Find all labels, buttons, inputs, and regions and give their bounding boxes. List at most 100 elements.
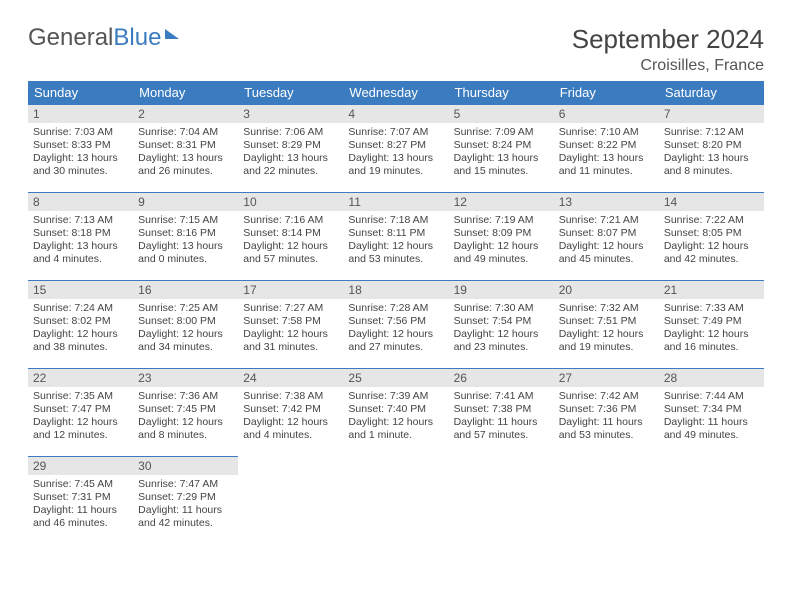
- sunrise-text: Sunrise: 7:21 AM: [559, 214, 654, 227]
- day-content: Sunrise: 7:39 AMSunset: 7:40 PMDaylight:…: [343, 387, 448, 447]
- sunset-text: Sunset: 8:20 PM: [664, 139, 759, 152]
- day-number: 10: [238, 193, 343, 211]
- day-number: 22: [28, 369, 133, 387]
- weekday-header: Friday: [554, 81, 659, 105]
- sunset-text: Sunset: 8:29 PM: [243, 139, 338, 152]
- daylight-text: Daylight: 12 hours and 42 minutes.: [664, 240, 759, 266]
- sunrise-text: Sunrise: 7:13 AM: [33, 214, 128, 227]
- sunrise-text: Sunrise: 7:30 AM: [454, 302, 549, 315]
- calendar-cell: 3Sunrise: 7:06 AMSunset: 8:29 PMDaylight…: [238, 105, 343, 193]
- daylight-text: Daylight: 13 hours and 0 minutes.: [138, 240, 233, 266]
- day-content: Sunrise: 7:44 AMSunset: 7:34 PMDaylight:…: [659, 387, 764, 447]
- sunrise-text: Sunrise: 7:25 AM: [138, 302, 233, 315]
- brand-part1: General: [28, 24, 113, 52]
- day-content: Sunrise: 7:15 AMSunset: 8:16 PMDaylight:…: [133, 211, 238, 271]
- calendar-week-row: 15Sunrise: 7:24 AMSunset: 8:02 PMDayligh…: [28, 281, 764, 369]
- sunset-text: Sunset: 7:56 PM: [348, 315, 443, 328]
- day-content: Sunrise: 7:10 AMSunset: 8:22 PMDaylight:…: [554, 123, 659, 183]
- sunset-text: Sunset: 7:36 PM: [559, 403, 654, 416]
- calendar-cell: 23Sunrise: 7:36 AMSunset: 7:45 PMDayligh…: [133, 369, 238, 457]
- day-content: Sunrise: 7:03 AMSunset: 8:33 PMDaylight:…: [28, 123, 133, 183]
- calendar-cell: 24Sunrise: 7:38 AMSunset: 7:42 PMDayligh…: [238, 369, 343, 457]
- sunrise-text: Sunrise: 7:12 AM: [664, 126, 759, 139]
- calendar-cell: 13Sunrise: 7:21 AMSunset: 8:07 PMDayligh…: [554, 193, 659, 281]
- calendar-week-row: 22Sunrise: 7:35 AMSunset: 7:47 PMDayligh…: [28, 369, 764, 457]
- sunset-text: Sunset: 8:05 PM: [664, 227, 759, 240]
- sunrise-text: Sunrise: 7:03 AM: [33, 126, 128, 139]
- day-number: 4: [343, 105, 448, 123]
- calendar-cell: 21Sunrise: 7:33 AMSunset: 7:49 PMDayligh…: [659, 281, 764, 369]
- month-title: September 2024: [572, 24, 764, 55]
- calendar-cell: 5Sunrise: 7:09 AMSunset: 8:24 PMDaylight…: [449, 105, 554, 193]
- location-label: Croisilles, France: [572, 57, 764, 75]
- sunrise-text: Sunrise: 7:18 AM: [348, 214, 443, 227]
- day-content: Sunrise: 7:25 AMSunset: 8:00 PMDaylight:…: [133, 299, 238, 359]
- sunset-text: Sunset: 8:18 PM: [33, 227, 128, 240]
- title-block: September 2024 Croisilles, France: [572, 24, 764, 75]
- weekday-header: Saturday: [659, 81, 764, 105]
- calendar-cell: 14Sunrise: 7:22 AMSunset: 8:05 PMDayligh…: [659, 193, 764, 281]
- calendar-cell: 29Sunrise: 7:45 AMSunset: 7:31 PMDayligh…: [28, 457, 133, 545]
- day-content: Sunrise: 7:28 AMSunset: 7:56 PMDaylight:…: [343, 299, 448, 359]
- day-content: Sunrise: 7:45 AMSunset: 7:31 PMDaylight:…: [28, 475, 133, 535]
- sunrise-text: Sunrise: 7:07 AM: [348, 126, 443, 139]
- daylight-text: Daylight: 11 hours and 42 minutes.: [138, 504, 233, 530]
- sunset-text: Sunset: 8:27 PM: [348, 139, 443, 152]
- day-content: Sunrise: 7:12 AMSunset: 8:20 PMDaylight:…: [659, 123, 764, 183]
- sunset-text: Sunset: 7:51 PM: [559, 315, 654, 328]
- daylight-text: Daylight: 11 hours and 57 minutes.: [454, 416, 549, 442]
- calendar-cell: 26Sunrise: 7:41 AMSunset: 7:38 PMDayligh…: [449, 369, 554, 457]
- daylight-text: Daylight: 11 hours and 46 minutes.: [33, 504, 128, 530]
- day-number: 21: [659, 281, 764, 299]
- day-number: 18: [343, 281, 448, 299]
- day-content: Sunrise: 7:32 AMSunset: 7:51 PMDaylight:…: [554, 299, 659, 359]
- day-number: 1: [28, 105, 133, 123]
- daylight-text: Daylight: 12 hours and 53 minutes.: [348, 240, 443, 266]
- calendar-cell: 7Sunrise: 7:12 AMSunset: 8:20 PMDaylight…: [659, 105, 764, 193]
- sunset-text: Sunset: 8:33 PM: [33, 139, 128, 152]
- day-number: 13: [554, 193, 659, 211]
- sunrise-text: Sunrise: 7:27 AM: [243, 302, 338, 315]
- sunset-text: Sunset: 8:22 PM: [559, 139, 654, 152]
- weekday-header: Thursday: [449, 81, 554, 105]
- calendar-cell: [449, 457, 554, 545]
- calendar-week-row: 1Sunrise: 7:03 AMSunset: 8:33 PMDaylight…: [28, 105, 764, 193]
- day-number: 24: [238, 369, 343, 387]
- calendar-cell: [343, 457, 448, 545]
- calendar-cell: 2Sunrise: 7:04 AMSunset: 8:31 PMDaylight…: [133, 105, 238, 193]
- sunset-text: Sunset: 8:16 PM: [138, 227, 233, 240]
- sunrise-text: Sunrise: 7:42 AM: [559, 390, 654, 403]
- day-number: 23: [133, 369, 238, 387]
- day-content: Sunrise: 7:09 AMSunset: 8:24 PMDaylight:…: [449, 123, 554, 183]
- weekday-header: Monday: [133, 81, 238, 105]
- day-content: Sunrise: 7:13 AMSunset: 8:18 PMDaylight:…: [28, 211, 133, 271]
- calendar-cell: 8Sunrise: 7:13 AMSunset: 8:18 PMDaylight…: [28, 193, 133, 281]
- day-number: 8: [28, 193, 133, 211]
- sunset-text: Sunset: 7:40 PM: [348, 403, 443, 416]
- sunset-text: Sunset: 8:02 PM: [33, 315, 128, 328]
- sunrise-text: Sunrise: 7:15 AM: [138, 214, 233, 227]
- weekday-header: Wednesday: [343, 81, 448, 105]
- day-content: Sunrise: 7:24 AMSunset: 8:02 PMDaylight:…: [28, 299, 133, 359]
- sunset-text: Sunset: 8:07 PM: [559, 227, 654, 240]
- sunrise-text: Sunrise: 7:16 AM: [243, 214, 338, 227]
- day-content: Sunrise: 7:22 AMSunset: 8:05 PMDaylight:…: [659, 211, 764, 271]
- weekday-header-row: Sunday Monday Tuesday Wednesday Thursday…: [28, 81, 764, 105]
- calendar-cell: 12Sunrise: 7:19 AMSunset: 8:09 PMDayligh…: [449, 193, 554, 281]
- sunset-text: Sunset: 7:54 PM: [454, 315, 549, 328]
- daylight-text: Daylight: 12 hours and 8 minutes.: [138, 416, 233, 442]
- daylight-text: Daylight: 12 hours and 4 minutes.: [243, 416, 338, 442]
- day-number: 26: [449, 369, 554, 387]
- calendar-cell: 30Sunrise: 7:47 AMSunset: 7:29 PMDayligh…: [133, 457, 238, 545]
- calendar-cell: [554, 457, 659, 545]
- sunrise-text: Sunrise: 7:35 AM: [33, 390, 128, 403]
- calendar-table: Sunday Monday Tuesday Wednesday Thursday…: [28, 81, 764, 545]
- day-number: 19: [449, 281, 554, 299]
- daylight-text: Daylight: 13 hours and 30 minutes.: [33, 152, 128, 178]
- sunrise-text: Sunrise: 7:41 AM: [454, 390, 549, 403]
- sunrise-text: Sunrise: 7:28 AM: [348, 302, 443, 315]
- day-number: 7: [659, 105, 764, 123]
- day-content: Sunrise: 7:36 AMSunset: 7:45 PMDaylight:…: [133, 387, 238, 447]
- day-number: 16: [133, 281, 238, 299]
- sunrise-text: Sunrise: 7:39 AM: [348, 390, 443, 403]
